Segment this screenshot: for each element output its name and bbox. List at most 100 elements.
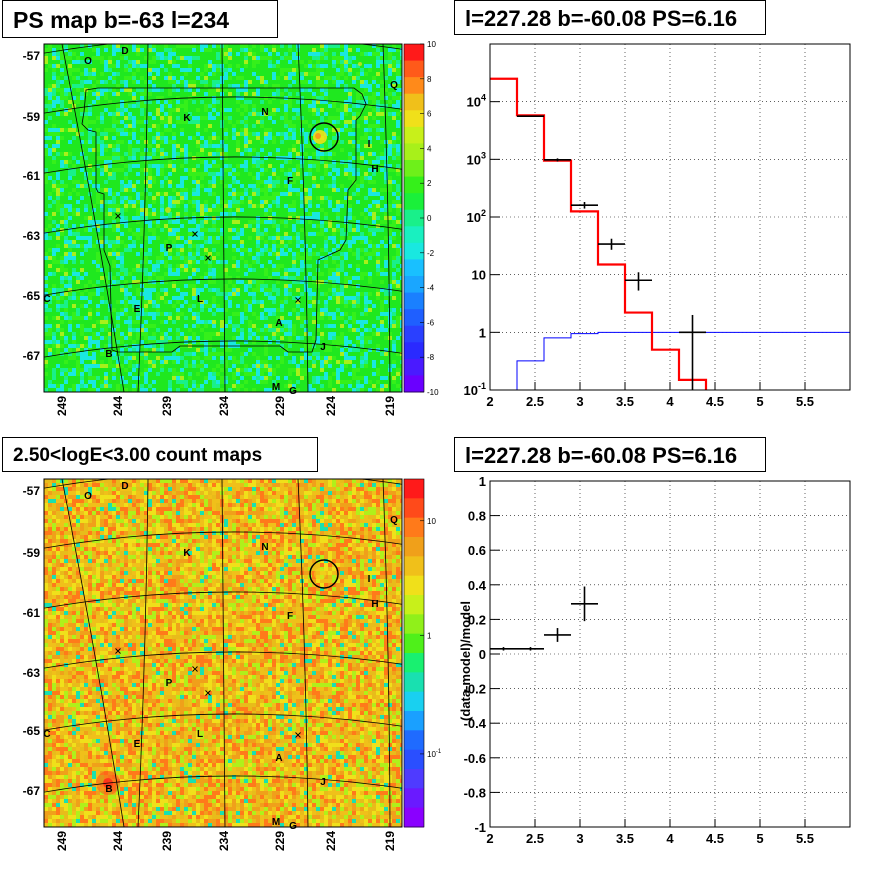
ps-map-source-label-o: O [84,56,92,67]
count-map-colorbar-swatch-6 [404,595,424,615]
count-map-x-marker-3 [295,732,301,738]
ps-map-colorbar-swatch-20 [404,375,424,393]
spectrum-xtick-label-3: 3.5 [616,394,634,409]
count-map-colorbar-swatch-14 [404,749,424,770]
ps-map-colorbar-swatch-18 [404,342,424,360]
count-map-lat-label-2: -61 [23,606,41,620]
count-map-colorbar-swatch-2 [404,517,424,538]
count-map-lat-label-4: -65 [23,724,41,738]
ps-map-colorbar-swatch-1 [404,60,424,78]
count-map-source-label-i: I [368,574,371,585]
count-map-lat-label-5: -67 [23,784,41,798]
count-map-colorbar-swatch-7 [404,614,424,635]
count-map-source-label-p: P [166,678,173,689]
ps-map-colorbar-label-0: 10 [427,40,436,49]
residual-ytick-label-8: -0.6 [464,751,486,766]
ps-map-lat-label-0: -57 [23,49,41,63]
ps-map-source-label-n: N [261,107,268,118]
ps-map-source-label-j: J [320,342,326,353]
ps-map-source-label-b: B [105,349,112,360]
ps-map-colorbar-label-8: -6 [427,318,435,327]
spectrum-xtick-label-2: 3 [576,394,583,409]
count-map-title: 2.50<logE<3.00 count maps [2,437,318,472]
count-map-colorbar-swatch-13 [404,730,424,751]
ps-map-x-marker-2 [205,255,211,261]
ps-map-colorbar-swatch-5 [404,126,424,144]
ps-map-hotspot-1 [315,133,321,139]
residual-ytick-label-3: 0.4 [468,578,487,593]
ps-map-source-label-a: A [275,318,282,329]
ps-map-colorbar-swatch-14 [404,276,424,294]
count-map-colorbar-swatch-0 [404,479,424,499]
count-map-parallel-3 [44,651,402,669]
count-map-source-label-f: F [287,611,293,622]
residual-ytick-label-5: 0 [479,647,486,662]
residual-grid [490,481,850,827]
count-map-lat-label-1: -59 [23,546,41,560]
spectrum-ytick-label-2: 102 [467,208,486,225]
ps-map-lon-label-0: 249 [55,396,69,416]
ps-map-meridian-0 [61,44,125,392]
ps-map-lon-label-3: 234 [217,396,231,416]
residual-ytick-label-4: 0.2 [468,612,486,627]
ps-map-source-label-h: H [371,164,378,175]
residual-ytick-label-2: 0.6 [468,543,486,558]
ps-map-colorbar-swatch-8 [404,176,424,194]
count-map-colorbar-swatch-16 [404,788,424,809]
residual-ylabel: (data-model)/model [458,601,473,721]
count-map-source-label-d: D [121,481,128,492]
ps-map-lon-label-5: 224 [324,396,338,416]
ps-map-frame [43,43,403,393]
count-map-lon-label-5: 224 [324,831,338,851]
count-map-lat-label-0: -57 [23,484,41,498]
count-map-colorbar-label-2: 10-1 [427,749,442,759]
spectrum-ytick-label-3: 10 [472,268,486,283]
count-map-source-label-o: O [84,491,92,502]
ps-map-parallel-5 [44,340,402,358]
ps-map-source-label-f: F [287,176,293,187]
count-map-source-label-n: N [261,542,268,553]
ps-map-lat-label-3: -63 [23,229,41,243]
ps-map-lat-label-5: -67 [23,349,41,363]
ps-map-x-marker-3 [295,297,301,303]
ps-map-colorbar-label-3: 4 [427,144,432,153]
ps-map-source-label-l: L [197,294,203,305]
count-map-source-label-q: Q [390,515,398,526]
ps-map-parallel-0 [44,44,402,54]
count-map-x-marker-2 [205,690,211,696]
ps-map-colorbar-label-7: -4 [427,284,435,293]
ps-map-colorbar-label-5: 0 [427,214,432,223]
count-map-meridian-4 [382,479,391,827]
residual-ytick-label-0: 1 [479,474,486,489]
count-map-colorbar-swatch-9 [404,653,424,673]
residual-xtick-label-5: 4.5 [706,831,724,846]
count-map-colorbar-swatch-12 [404,711,424,731]
count-map-lon-label-0: 249 [55,831,69,851]
count-map-x-marker-1 [192,666,198,672]
ps-map-lat-label-4: -65 [23,289,41,303]
count-map-x-marker-0 [115,648,121,654]
ps-map-meridian-1 [137,44,149,392]
count-map-lon-label-1: 244 [111,831,125,851]
spectrum-xtick-label-4: 4 [666,394,674,409]
count-map-colorbar-frame [403,478,425,828]
ps-map-title: PS map b=-63 l=234 [2,0,278,38]
ps-map-lon-label-1: 244 [111,396,125,416]
ps-map-colorbar-swatch-16 [404,309,424,327]
spectrum-ytick-label-4: 1 [479,325,486,340]
ps-map-colorbar-label-1: 8 [427,75,432,84]
ps-map-lat-label-2: -61 [23,169,41,183]
ps-map-source-label-q: Q [390,80,398,91]
spectrum-model-line [490,77,708,390]
ps-map-x-marker-1 [192,231,198,237]
count-map-parallel-5 [44,775,402,793]
residual-ytick-label-7: -0.4 [464,716,487,731]
residual-xtick-label-0: 2 [486,831,493,846]
ps-map-source-label-k: K [183,113,191,124]
ps-map-colorbar-swatch-17 [404,325,424,343]
residual-ytick-label-10: -1 [474,820,486,835]
ps-map-colorbar-label-10: -10 [427,388,439,397]
